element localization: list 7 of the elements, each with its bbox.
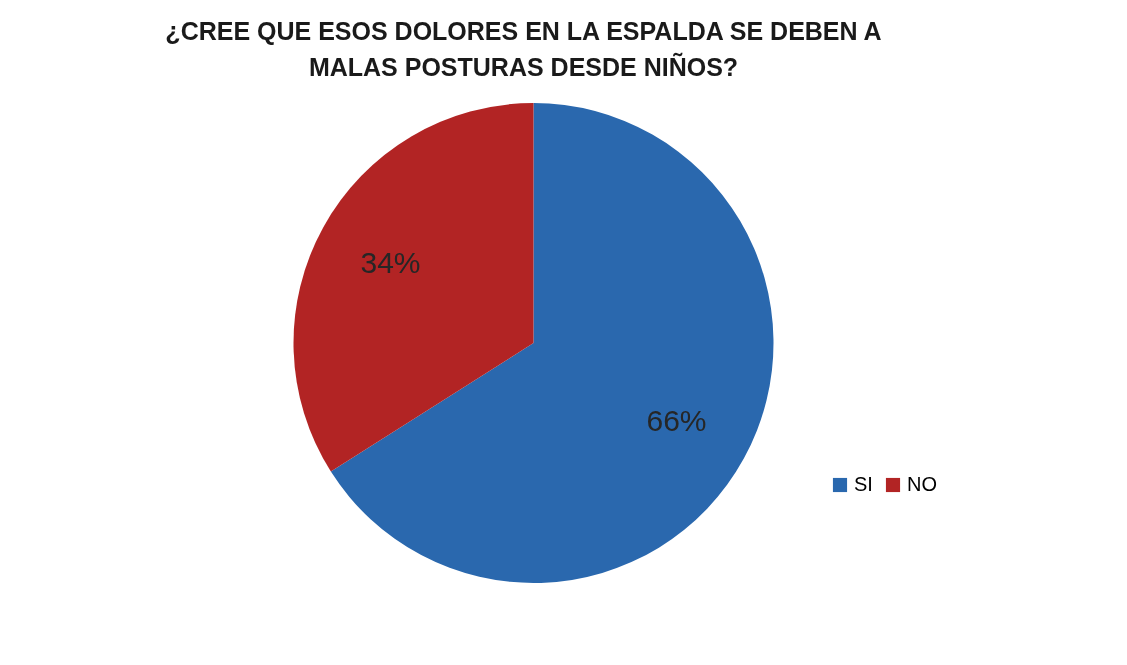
legend-label: SI (854, 473, 873, 495)
pie-slice (293, 103, 534, 472)
chart-title: ¿CREE QUE ESOS DOLORES EN LA ESPALDA SE DEBEN A MALAS POSTURAS DESDE NIÑOS? (165, 17, 882, 81)
data-label: 66% (646, 403, 707, 437)
data-label: 34% (360, 246, 421, 280)
legend-label: NO (907, 473, 937, 495)
pie-slice (330, 103, 774, 583)
